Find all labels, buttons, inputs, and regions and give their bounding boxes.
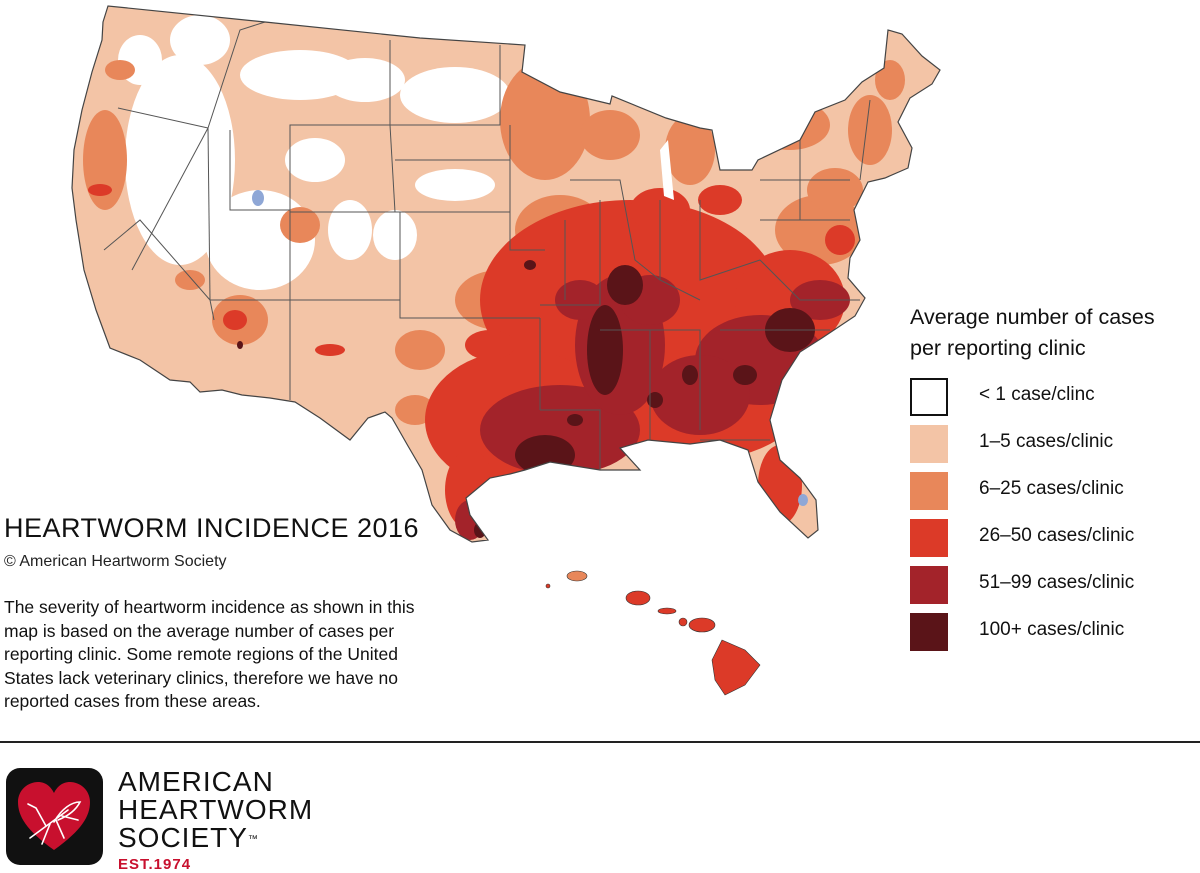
legend-swatch: [910, 472, 948, 510]
legend-label: 1–5 cases/clinic: [979, 431, 1114, 452]
legend-swatch: [910, 566, 948, 604]
legend-item-26-50: 26–50 cases/clinic: [910, 519, 1200, 566]
legend-swatch: [910, 378, 948, 416]
legend-item-under-1: < 1 case/clinc: [910, 378, 1200, 425]
legend-swatch: [910, 519, 948, 557]
legend-label: 100+ cases/clinic: [979, 619, 1125, 640]
org-logo: [6, 768, 103, 865]
continental-us-outline: [71, 5, 941, 543]
legend-label: 6–25 cases/clinic: [979, 478, 1124, 499]
org-name-society: SOCIETY: [118, 822, 248, 853]
org-name-line1: AMERICAN: [118, 766, 274, 797]
trademark-symbol: ™: [247, 834, 259, 845]
org-established: EST.1974: [118, 856, 192, 873]
legend-item-6-25: 6–25 cases/clinic: [910, 472, 1200, 519]
org-name-line2: HEARTWORM: [118, 794, 314, 825]
map-description: The severity of heartworm incidence as s…: [4, 597, 415, 711]
hawaii-islands: [545, 570, 761, 696]
org-name: AMERICAN HEARTWORM SOCIETY™ EST.1974: [118, 768, 313, 873]
map-title: HEARTWORM INCIDENCE 2016: [4, 513, 420, 543]
legend-item-51-99: 51–99 cases/clinic: [910, 566, 1200, 613]
org-name-line3: SOCIETY™: [118, 824, 313, 852]
footer-divider: [0, 741, 1200, 743]
legend-swatch: [910, 613, 948, 651]
legend-label: < 1 case/clinc: [979, 384, 1095, 405]
legend-title-line2: per reporting clinic: [910, 336, 1086, 360]
legend-title-line1: Average number of cases: [910, 305, 1155, 329]
legend-label: 51–99 cases/clinic: [979, 572, 1135, 593]
legend-label: 26–50 cases/clinic: [979, 525, 1135, 546]
legend-item-100-plus: 100+ cases/clinic: [910, 613, 1200, 660]
legend-title: Average number of cases per reporting cl…: [910, 302, 1200, 364]
legend-item-1-5: 1–5 cases/clinic: [910, 425, 1200, 472]
legend: Average number of cases per reporting cl…: [910, 302, 1200, 660]
heart-mosquito-icon: [18, 782, 90, 850]
copyright-text: © American Heartworm Society: [4, 553, 227, 570]
legend-swatch: [910, 425, 948, 463]
